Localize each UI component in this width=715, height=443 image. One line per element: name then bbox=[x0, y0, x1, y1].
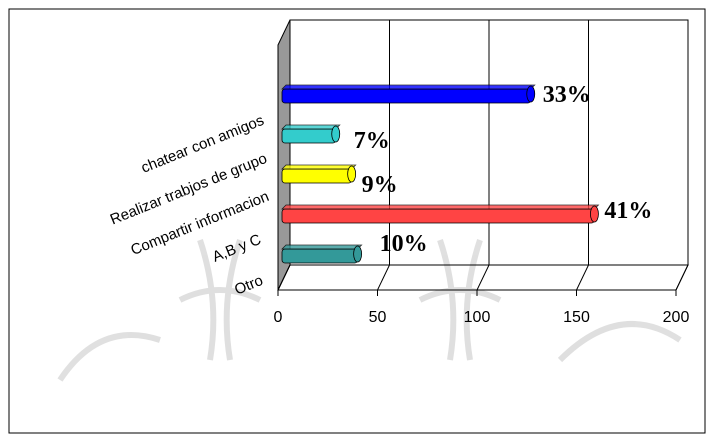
data-label: 9% bbox=[362, 172, 398, 198]
grid-line bbox=[576, 20, 589, 291]
x-tick-label: 150 bbox=[563, 309, 590, 326]
bar-end bbox=[331, 125, 341, 143]
x-tick-label: 50 bbox=[369, 309, 387, 326]
bar-top bbox=[281, 204, 600, 210]
bar-end bbox=[353, 245, 363, 263]
data-label: 7% bbox=[354, 128, 390, 154]
data-label: 41% bbox=[604, 198, 652, 224]
bar bbox=[281, 208, 595, 224]
x-tick-label: 0 bbox=[274, 309, 283, 326]
grid-line bbox=[675, 20, 689, 291]
x-tick-label: 100 bbox=[464, 309, 491, 326]
bar bbox=[281, 128, 337, 144]
bar-top bbox=[281, 84, 536, 90]
data-label: 10% bbox=[380, 231, 428, 257]
bar-end bbox=[590, 205, 599, 223]
x-tick-label: 200 bbox=[663, 309, 690, 326]
bar-top bbox=[281, 124, 341, 130]
bar-end bbox=[347, 165, 357, 183]
bar-top bbox=[281, 244, 363, 250]
bar-top bbox=[281, 164, 357, 170]
bar bbox=[281, 248, 359, 264]
data-label: 33% bbox=[543, 82, 591, 108]
bar bbox=[281, 88, 532, 104]
bar bbox=[281, 168, 353, 184]
bar-end bbox=[526, 85, 536, 103]
watermark bbox=[57, 239, 682, 382]
